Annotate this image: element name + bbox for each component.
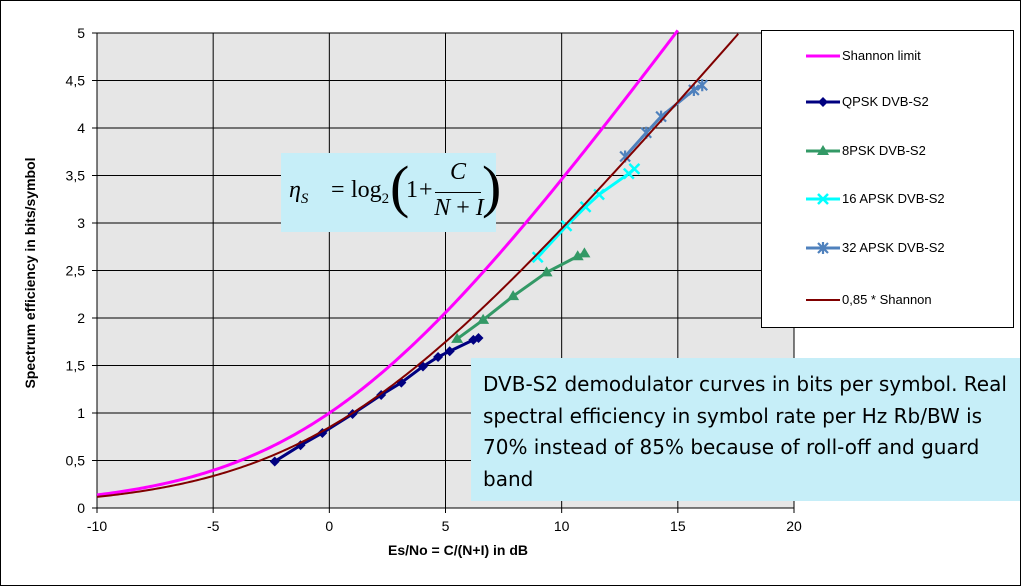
annotation-note: DVB-S2 demodulator curves in bits per sy… (471, 358, 1020, 501)
data-point-16-apsk-dvb-s2-5 (628, 162, 641, 175)
series-qpsk-dvb-s2 (269, 332, 484, 467)
data-point-qpsk-dvb-s2-10 (473, 332, 484, 343)
formula-equals: = (331, 177, 345, 203)
legend-label-shannon-limit: Shannon limit (842, 48, 921, 63)
formula-paren-close: ) (482, 154, 502, 219)
data-point-32-apsk-dvb-s2-4 (696, 79, 709, 92)
data-point-16-apsk-dvb-s2-2 (579, 200, 592, 213)
legend-label-8psk-dvb-s2: 8PSK DVB-S2 (842, 143, 926, 158)
formula-eta: ηS (289, 177, 309, 207)
legend-label-16-apsk-dvb-s2: 16 APSK DVB-S2 (842, 191, 945, 206)
x-tick-label-0: -10 (87, 518, 107, 534)
formula-one: 1 (406, 177, 418, 203)
x-tick-label-6: 20 (786, 518, 802, 534)
legend-swatch-0-85-shannon (806, 299, 840, 301)
legend-marker-16-apsk-dvb-s2 (817, 193, 829, 205)
legend-item-qpsk-dvb-s2: QPSK DVB-S2 (762, 92, 1012, 112)
y-tick-label-2: 1 (77, 405, 85, 421)
legend-marker-qpsk-dvb-s2 (818, 97, 828, 107)
legend-item-8psk-dvb-s2: 8PSK DVB-S2 (762, 141, 1012, 161)
x-tick-label-3: 5 (442, 518, 450, 534)
data-point-8psk-dvb-s2-0 (451, 332, 464, 343)
legend-item-16-apsk-dvb-s2: 16 APSK DVB-S2 (762, 189, 1012, 209)
legend-swatch-qpsk-dvb-s2 (806, 97, 840, 107)
legend-label-qpsk-dvb-s2: QPSK DVB-S2 (842, 94, 929, 109)
data-point-16-apsk-dvb-s2-1 (560, 219, 573, 232)
data-point-8psk-dvb-s2-4 (571, 250, 584, 261)
data-point-qpsk-dvb-s2-8 (444, 346, 455, 357)
data-point-8psk-dvb-s2-2 (507, 290, 520, 301)
formula-numerator: C (449, 159, 466, 185)
y-tick-label-8: 4 (77, 120, 85, 136)
legend-label-0-85-shannon: 0,85 * Shannon (842, 292, 932, 307)
formula-paren-open: ( (390, 154, 410, 219)
data-point-qpsk-dvb-s2-0 (269, 456, 280, 467)
y-tick-label-10: 5 (77, 25, 85, 41)
data-point-16-apsk-dvb-s2-0 (531, 251, 544, 264)
legend-marker-32-apsk-dvb-s2 (817, 242, 829, 254)
legend-swatch-8psk-dvb-s2 (806, 145, 840, 155)
y-tick-label-1: 0,5 (66, 453, 86, 469)
legend-label-32-apsk-dvb-s2: 32 APSK DVB-S2 (842, 240, 945, 255)
formula-fraction-bar (435, 192, 481, 193)
legend-swatch-16-apsk-dvb-s2 (806, 193, 840, 205)
y-tick-label-4: 2 (77, 310, 85, 326)
series-16-apsk-dvb-s2 (531, 162, 641, 264)
series-shannon-limit (96, 29, 680, 497)
formula-plus: + (419, 177, 433, 203)
data-point-8psk-dvb-s2-3 (540, 266, 553, 277)
y-tick-label-6: 3 (77, 215, 85, 231)
legend-swatch-shannon-limit (806, 54, 840, 58)
data-point-8psk-dvb-s2-5 (578, 247, 591, 258)
legend-item-shannon-limit: Shannon limit (762, 46, 1012, 66)
formula-log: log2 (351, 177, 390, 207)
series-group (96, 29, 739, 498)
data-point-8psk-dvb-s2-1 (477, 313, 490, 324)
series-line-0-85-shannon (96, 33, 739, 498)
formula-denominator: N + I (434, 195, 484, 221)
x-tick-label-1: -5 (207, 518, 220, 534)
x-axis-title: Es/No = C/(N+I) in dB (388, 542, 528, 558)
series-8psk-dvb-s2 (451, 247, 591, 343)
legend-swatch-32-apsk-dvb-s2 (806, 242, 840, 254)
y-axis-title: Spectrum efficiency in bits/symbol (22, 157, 38, 388)
y-tick-label-3: 1,5 (66, 358, 86, 374)
y-tick-label-9: 4,5 (66, 73, 86, 89)
y-tick-label-5: 2,5 (66, 263, 86, 279)
y-tick-label-7: 3,5 (66, 168, 86, 184)
formula-box: ηS = log2 ( 1 + C N + I ) (281, 153, 501, 232)
series-32-apsk-dvb-s2 (619, 79, 709, 163)
data-point-qpsk-dvb-s2-1 (295, 440, 306, 451)
series-0-85-shannon (96, 33, 739, 498)
legend-marker-8psk-dvb-s2 (817, 145, 829, 155)
data-point-qpsk-dvb-s2-7 (433, 351, 444, 362)
x-tick-label-5: 15 (670, 518, 686, 534)
y-tick-label-0: 0 (77, 500, 85, 516)
legend-item-0-85-shannon: 0,85 * Shannon (762, 290, 1012, 310)
axes (92, 32, 795, 513)
x-tick-label-2: 0 (325, 518, 333, 534)
legend-item-32-apsk-dvb-s2: 32 APSK DVB-S2 (762, 238, 1012, 258)
series-line-shannon-limit (96, 29, 680, 497)
x-tick-label-4: 10 (554, 518, 570, 534)
legend: Shannon limit QPSK DVB-S2 8PSK DVB-S2 16 AP… (761, 30, 1014, 328)
tick-labels: 0 0,5 1 1,5 2 2,5 3 3,5 4 4,5 5 -10 -5 0 5 10 15 20 (66, 25, 802, 534)
